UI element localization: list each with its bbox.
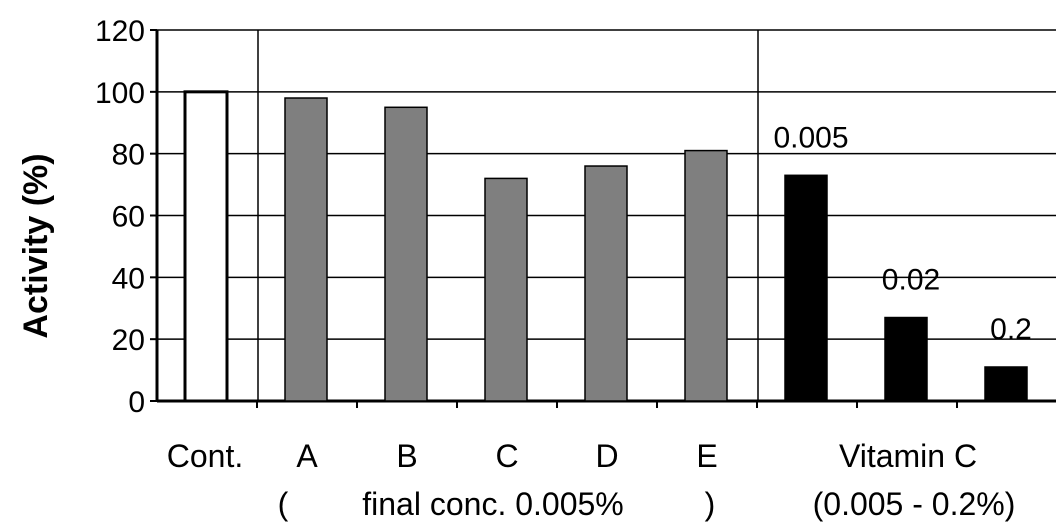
bar-a	[284, 97, 328, 402]
group-label-vitamin-c: Vitamin C	[839, 438, 977, 474]
y-tick-label-40: 40	[112, 262, 145, 295]
category-label-e: E	[696, 438, 717, 474]
y-tick-label-100: 100	[95, 77, 145, 110]
category-label-c: C	[495, 438, 518, 474]
bar-d	[584, 165, 628, 402]
group-sublabel-vitamin-c: (0.005 - 0.2%)	[813, 486, 1016, 522]
sublabel-open-paren: (	[278, 486, 289, 522]
bar-cont-	[183, 90, 229, 403]
bar-annotation-7: 0.02	[882, 264, 940, 297]
category-label-b: B	[396, 438, 417, 474]
x-axis-labels: Cont. A B C D E Vitamin C ( final conc. …	[167, 438, 1016, 522]
y-tick-label-60: 60	[112, 201, 145, 234]
bar-c	[484, 177, 528, 402]
sublabel-close-paren: )	[705, 486, 716, 522]
y-tick-label-0: 0	[128, 386, 145, 419]
category-label-d: D	[595, 438, 618, 474]
sublabel-final-conc: final conc. 0.005%	[362, 486, 624, 522]
y-tick-label-20: 20	[112, 324, 145, 357]
bar-annotations: 0.005 0.02 0.2	[773, 121, 1031, 346]
bars	[183, 90, 1028, 403]
category-label-a: A	[296, 438, 318, 474]
y-tick-label-120: 120	[95, 15, 145, 48]
bar-0-02	[884, 316, 928, 402]
category-label-cont: Cont.	[167, 438, 243, 474]
bar-e	[684, 149, 728, 402]
bar-annotation-6: 0.005	[773, 121, 848, 154]
bar-0-005	[784, 174, 828, 402]
bar-annotation-8: 0.2	[990, 313, 1032, 346]
bar-b	[384, 106, 428, 402]
bar-0-2	[984, 366, 1028, 402]
y-tick-label-80: 80	[112, 139, 145, 172]
y-axis-title: Activity (%)	[17, 153, 55, 338]
